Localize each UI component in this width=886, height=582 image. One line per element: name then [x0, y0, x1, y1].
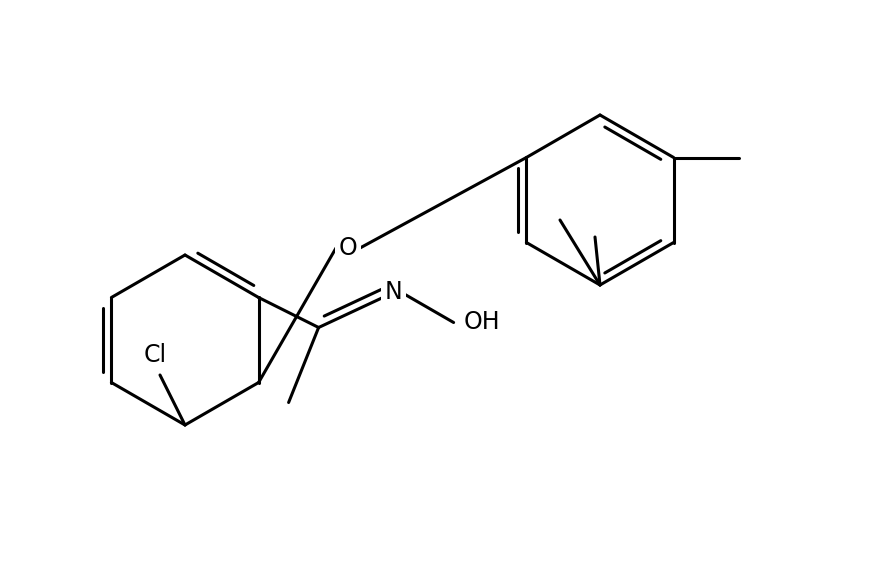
Text: N: N	[385, 281, 402, 304]
Text: Cl: Cl	[144, 343, 167, 367]
Text: OH: OH	[463, 311, 501, 335]
Text: O: O	[338, 236, 357, 260]
